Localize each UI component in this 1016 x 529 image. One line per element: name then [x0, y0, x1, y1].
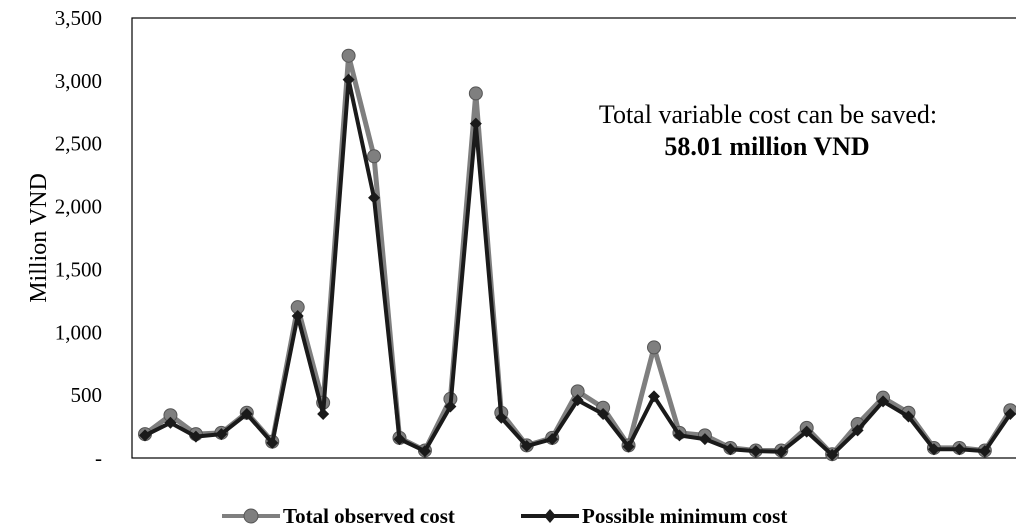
- legend-label-minimum: Possible minimum cost: [582, 504, 787, 528]
- y-tick-label: -: [95, 446, 102, 470]
- data-point-minimum: [139, 429, 151, 442]
- legend-label-observed: Total observed cost: [283, 504, 455, 528]
- data-point-minimum: [368, 191, 381, 204]
- data-point-minimum: [724, 443, 737, 456]
- data-point-minimum: [291, 309, 304, 322]
- data-point-minimum: [851, 424, 864, 437]
- annotation-line-2: 58.01 million VND: [664, 132, 869, 161]
- data-point-minimum: [418, 445, 431, 458]
- data-point-minimum: [1004, 408, 1016, 420]
- y-tick-label: 2,000: [55, 195, 102, 219]
- data-point-minimum: [520, 440, 533, 453]
- data-point-minimum: [215, 428, 228, 441]
- data-point-minimum: [622, 440, 635, 453]
- data-point-minimum: [444, 400, 457, 413]
- data-point-minimum: [927, 443, 940, 456]
- data-point-minimum: [597, 408, 610, 420]
- legend-item-observed: Total observed cost: [222, 504, 455, 528]
- data-point-minimum: [240, 408, 253, 420]
- y-tick-label: 2,500: [55, 132, 102, 156]
- legend-marker-minimum: [544, 509, 556, 523]
- data-point-minimum: [953, 443, 966, 456]
- data-point-minimum: [673, 429, 686, 442]
- data-point-minimum: [495, 411, 508, 424]
- data-point-minimum: [546, 433, 559, 446]
- plot-area-border: [131, 17, 1016, 459]
- data-point-minimum: [775, 445, 788, 458]
- data-point-minimum: [164, 416, 177, 429]
- data-point-observed: [341, 48, 356, 63]
- data-point-minimum: [698, 433, 711, 446]
- y-tick-label: 1,500: [55, 257, 102, 281]
- data-point-minimum: [749, 445, 762, 458]
- data-point-observed: [367, 149, 382, 164]
- data-point-minimum: [189, 430, 202, 443]
- y-tick-label: 3,500: [55, 6, 102, 30]
- data-point-minimum: [800, 425, 813, 438]
- data-point-observed: [468, 86, 483, 101]
- y-tick-label: 500: [71, 383, 103, 407]
- y-axis-label: Million VND: [26, 173, 52, 303]
- y-tick-label: 3,000: [55, 69, 102, 93]
- data-point-minimum: [317, 408, 330, 420]
- data-point-minimum: [571, 394, 584, 407]
- data-point-minimum: [978, 445, 991, 458]
- legend-item-minimum: Possible minimum cost: [521, 504, 787, 528]
- legend-marker-observed: [243, 508, 259, 524]
- series-layer: [138, 48, 1016, 462]
- data-point-minimum: [902, 410, 915, 423]
- y-axis-ticks: - 500 1,000 1,500 2,000 2,500 3,000 3,500: [55, 6, 102, 470]
- legend: Total observed cost Possible minimum cos…: [222, 504, 787, 528]
- data-point-observed: [647, 340, 661, 355]
- data-point-minimum: [393, 433, 406, 446]
- y-tick-label: 1,000: [55, 320, 102, 344]
- data-point-minimum: [826, 448, 839, 461]
- data-point-minimum: [648, 390, 660, 403]
- annotation-line-1: Total variable cost can be saved:: [599, 100, 937, 129]
- data-point-minimum: [342, 73, 355, 86]
- data-point-minimum: [877, 395, 890, 408]
- data-point-minimum: [469, 117, 482, 130]
- data-point-minimum: [266, 436, 279, 449]
